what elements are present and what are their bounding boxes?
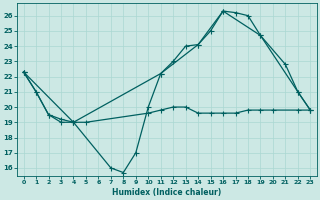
X-axis label: Humidex (Indice chaleur): Humidex (Indice chaleur) — [112, 188, 221, 197]
